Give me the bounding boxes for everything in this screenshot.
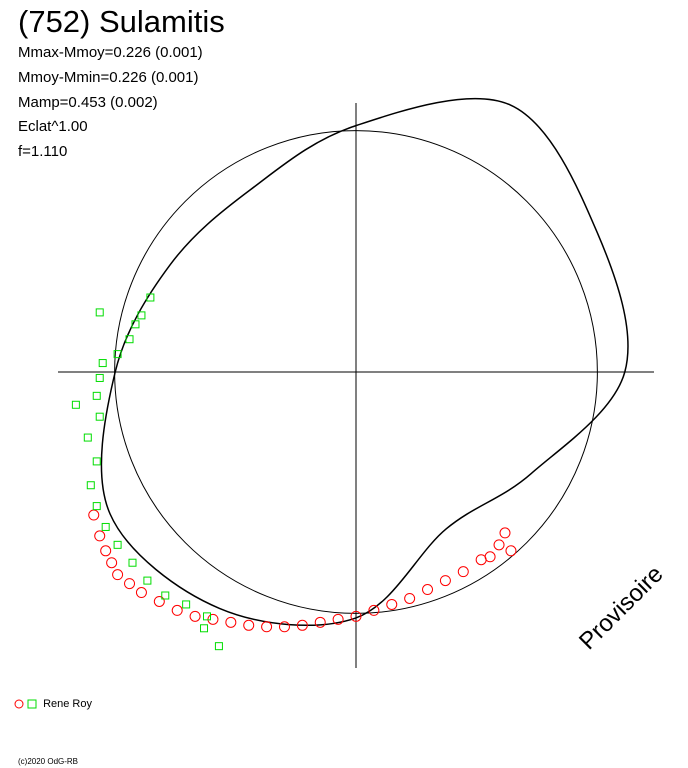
series-1-point-4	[113, 350, 122, 359]
series-0-point-3	[106, 557, 118, 569]
series-0-point-29	[484, 551, 496, 563]
series-0-point-8	[171, 604, 183, 616]
series-0-point-13	[261, 621, 273, 633]
stat-eclat: Eclat^1.00	[18, 118, 88, 135]
series-0-point-12	[243, 619, 255, 631]
series-1-point-17	[161, 591, 170, 600]
series-1-point-15	[128, 558, 137, 567]
series-1-point-12	[92, 502, 101, 511]
series-0-point-27	[499, 527, 511, 539]
series-0-point-1	[94, 530, 106, 542]
series-0-point-5	[124, 578, 136, 590]
series-0-point-7	[153, 595, 165, 607]
series-0-point-10	[207, 613, 219, 625]
series-0-point-28	[505, 545, 517, 557]
series-1-point-19	[203, 612, 211, 621]
series-0-point-16	[314, 616, 326, 628]
series-0-point-22	[422, 584, 434, 596]
series-0-point-14	[278, 621, 290, 633]
stat-mamp: Mamp=0.453 (0.002)	[18, 94, 158, 111]
legend-label: Rene Roy	[43, 698, 92, 710]
series-1-point-3	[125, 335, 134, 344]
model-curve	[100, 97, 629, 626]
series-0-point-11	[225, 616, 237, 628]
series-0-point-26	[493, 539, 505, 551]
series-1-point-7	[92, 391, 101, 400]
legend: Rene Roy	[14, 698, 92, 710]
series-1-point-2	[131, 320, 140, 329]
series-0-point-0	[88, 509, 100, 521]
series-1-point-22	[95, 308, 104, 317]
series-1-point-1	[137, 311, 146, 320]
copyright: (c)2020 OdG-RB	[18, 757, 79, 766]
series-0-point-4	[112, 569, 124, 581]
series-1-point-18	[182, 600, 191, 609]
legend-markers-icon	[14, 699, 37, 709]
series-0-point-17	[332, 613, 344, 625]
series-0-point-24	[457, 566, 469, 578]
series-1-point-5	[98, 359, 107, 368]
series-1-point-11	[86, 481, 95, 490]
series-1-point-8	[95, 412, 104, 421]
series-1-point-14	[113, 540, 122, 549]
series-1-point-20	[214, 642, 223, 651]
stat-frequency: f=1.110	[18, 143, 68, 160]
series-1-point-10	[92, 457, 101, 466]
series-1-point-21	[200, 624, 209, 633]
series-1-point-9	[83, 433, 92, 442]
series-0-point-15	[296, 619, 308, 631]
data-points	[71, 293, 517, 651]
stat-mmax-mmoy: Mmax-Mmoy=0.226 (0.001)	[18, 44, 203, 61]
series-1-point-0	[146, 293, 155, 302]
series-0-point-18	[350, 610, 362, 622]
chart-title: (752) Sulamitis	[18, 4, 225, 39]
series-0-point-21	[404, 592, 416, 604]
series-0-point-20	[386, 598, 398, 610]
series-0-point-2	[100, 545, 112, 557]
series-1-point-16	[143, 576, 152, 585]
series-0-point-23	[439, 575, 451, 587]
series-0-point-6	[135, 587, 147, 599]
series-0-point-19	[368, 604, 380, 616]
series-0-point-9	[189, 610, 201, 622]
series-1-point-23	[71, 400, 80, 409]
series-1-point-13	[101, 522, 110, 531]
stat-mmoy-mmin: Mmoy-Mmin=0.226 (0.001)	[18, 69, 199, 86]
series-1-point-6	[95, 373, 104, 382]
